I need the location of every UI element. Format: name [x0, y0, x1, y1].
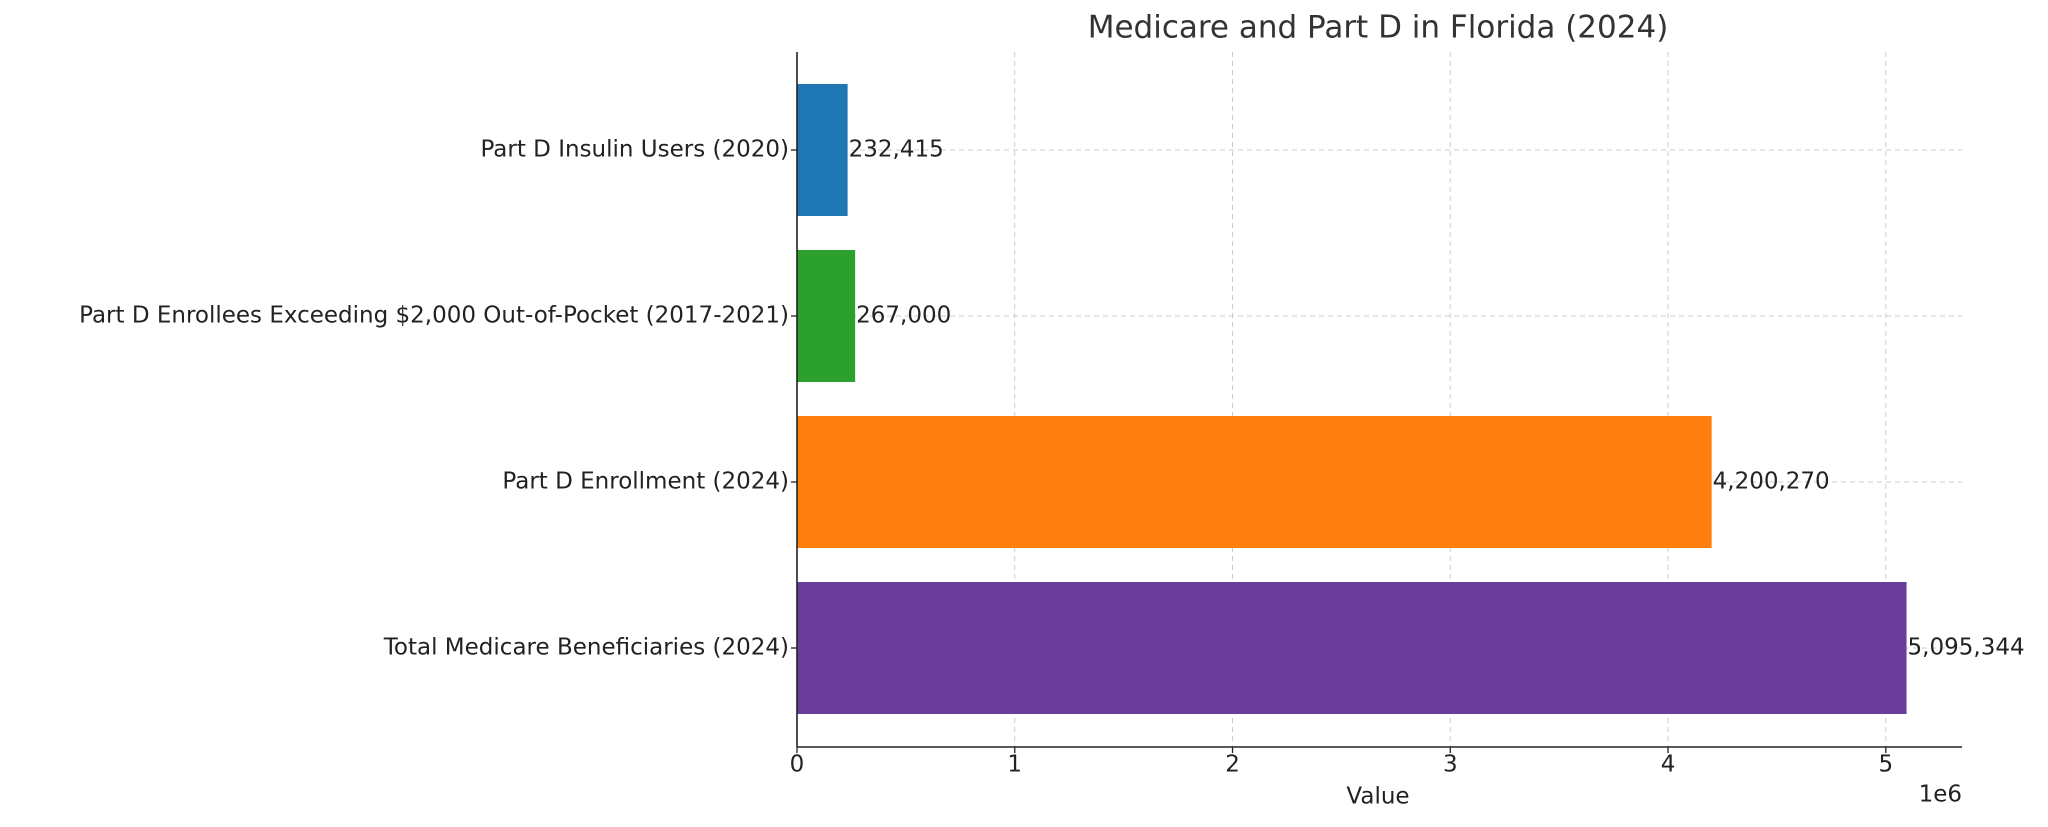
- y-tick-label: Total Medicare Beneficiaries (2024): [383, 635, 789, 661]
- value-label: 267,000: [856, 303, 951, 329]
- bar: [797, 250, 856, 382]
- y-tick-label: Part D Insulin Users (2020): [480, 137, 789, 163]
- value-label: 232,415: [849, 137, 944, 163]
- bar: [797, 84, 848, 216]
- chart-title: Medicare and Part D in Florida (2024): [1088, 10, 1669, 46]
- x-offset-label: 1e6: [1919, 782, 1962, 808]
- x-tick-label: 0: [790, 752, 805, 778]
- value-label: 5,095,344: [1908, 635, 2025, 661]
- value-label: 4,200,270: [1713, 469, 1830, 495]
- bar: [797, 582, 1907, 714]
- bar: [797, 416, 1712, 548]
- x-tick-label: 3: [1443, 752, 1458, 778]
- x-tick-label: 1: [1007, 752, 1022, 778]
- x-axis-label: Value: [1346, 784, 1409, 810]
- y-tick-label: Part D Enrollment (2024): [502, 469, 789, 495]
- x-tick-label: 5: [1878, 752, 1893, 778]
- x-tick-label: 2: [1225, 752, 1240, 778]
- x-tick-label: 4: [1661, 752, 1676, 778]
- y-tick-label: Part D Enrollees Exceeding $2,000 Out-of…: [79, 303, 789, 329]
